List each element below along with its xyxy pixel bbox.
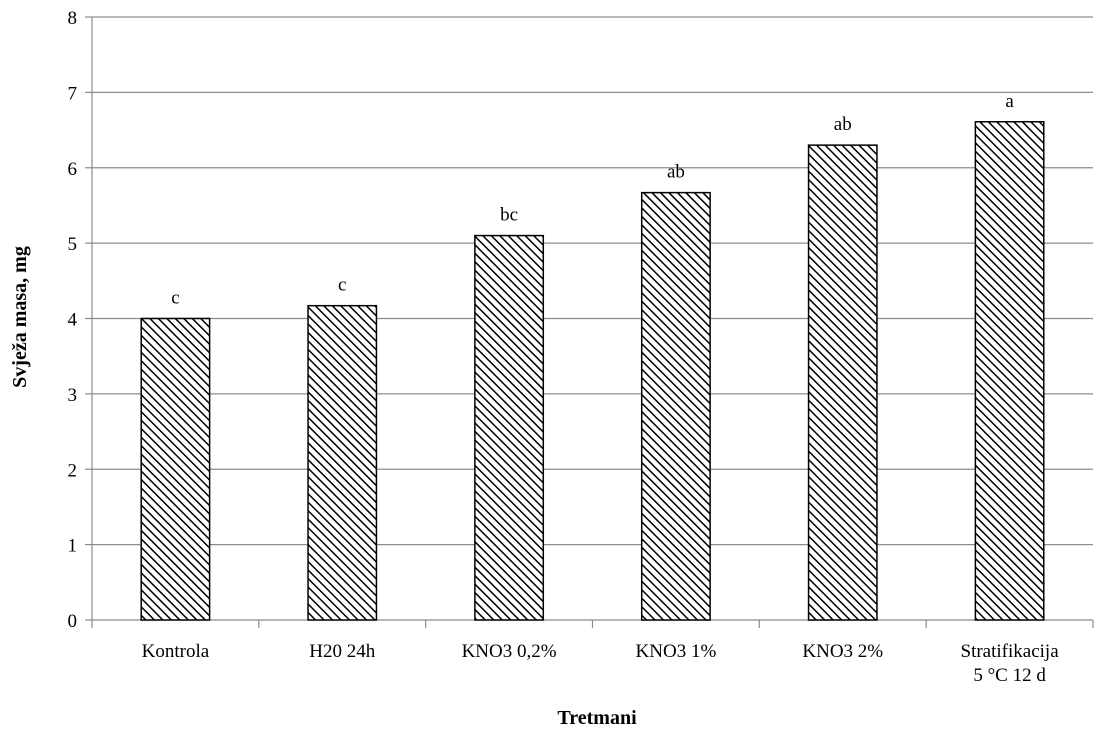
gridlines	[92, 16, 1093, 546]
significance-label: bc	[500, 205, 518, 226]
y-tick-label: 5	[68, 234, 78, 255]
y-tick-label: 1	[68, 536, 78, 557]
x-category-label: KNO3 0,2%	[462, 641, 557, 662]
y-tick-label: 4	[68, 310, 78, 331]
y-tick-label: 3	[68, 385, 78, 406]
y-tick-label: 0	[68, 611, 78, 632]
x-category-label: KNO3 1%	[636, 641, 717, 662]
y-tick-label: 2	[68, 460, 78, 481]
bars	[140, 121, 1045, 621]
y-tick-label: 6	[68, 159, 78, 180]
x-category-label: Stratifikacija	[961, 641, 1060, 662]
y-tick-label: 7	[68, 83, 78, 104]
significance-label: c	[171, 288, 179, 309]
labels: 0 1 2 3 4 5 6 7 8 c Kontrola c H20 24h bc KNO3 0,2% ab K…	[68, 8, 1060, 686]
bar	[807, 144, 878, 621]
axes	[85, 16, 1094, 628]
bar	[307, 304, 378, 621]
x-category-label: Kontrola	[142, 641, 210, 662]
significance-label: ab	[667, 162, 685, 183]
x-category-label: H20 24h	[309, 641, 375, 662]
x-category-label: 5 °C 12 d	[973, 665, 1046, 686]
bar	[140, 317, 211, 621]
x-axis-title: Tretmani	[557, 707, 637, 729]
significance-label: c	[338, 275, 346, 296]
x-category-label: KNO3 2%	[802, 641, 883, 662]
y-tick-label: 8	[68, 8, 78, 29]
bar	[640, 191, 711, 621]
bar	[974, 121, 1045, 621]
bar	[474, 234, 545, 621]
y-axis-title: Svježa masa, mg	[9, 246, 31, 388]
significance-label: a	[1005, 91, 1014, 112]
significance-label: ab	[834, 114, 852, 135]
